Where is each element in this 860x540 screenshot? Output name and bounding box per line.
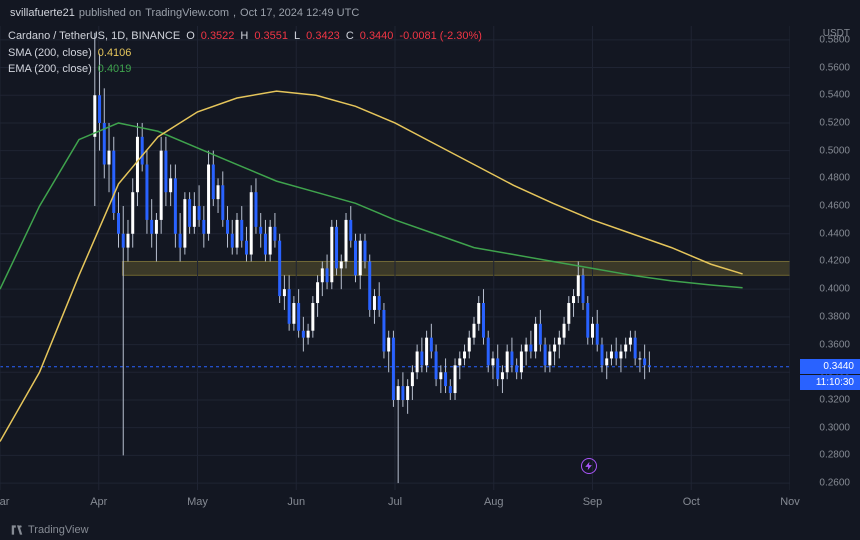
x-tick: Apr [90,496,107,508]
x-tick: Aug [484,496,504,508]
y-tick: 0.3600 [819,339,850,350]
price-tag-time: 11:10:30 [800,375,860,390]
ohlc-o-label: O [186,28,195,45]
x-tick: Jul [388,496,402,508]
ohlc-h-value: 0.3551 [254,28,288,45]
tradingview-logo-text[interactable]: TradingView [28,524,89,536]
x-tick: Nov [780,496,800,508]
y-tick: 0.3000 [819,422,850,433]
ema-value: 0.4019 [98,61,132,78]
ohlc-h-label: H [240,28,248,45]
x-tick: Mar [0,496,9,508]
ohlc-c-value: 0.3440 [360,28,394,45]
plot-area[interactable]: Cardano / TetherUS, 1D, BINANCE O0.3522 … [0,26,790,490]
ohlc-change-value: -0.0081 (-2.30%) [399,28,482,45]
y-tick: 0.5600 [819,62,850,73]
x-tick: Jun [287,496,305,508]
publish-header: svillafuerte21 published on TradingView.… [0,0,860,26]
y-tick: 0.4200 [819,256,850,267]
y-tick: 0.5200 [819,117,850,128]
y-tick: 0.5800 [819,34,850,45]
ohlc-o-value: 0.3522 [201,28,235,45]
x-axis[interactable]: MarAprMayJunJulAugSepOctNov [0,490,790,520]
symbol-label[interactable]: Cardano / TetherUS, 1D, BINANCE [8,28,180,45]
x-tick: Sep [583,496,603,508]
y-axis[interactable]: USDT 0.26000.28000.30000.32000.34000.360… [790,26,860,490]
chart-footer: TradingView [0,520,860,540]
publish-date: Oct 17, 2024 12:49 UTC [240,7,359,19]
sma-label[interactable]: SMA (200, close) [8,45,92,62]
chart-legend: Cardano / TetherUS, 1D, BINANCE O0.3522 … [8,28,482,78]
y-tick: 0.4600 [819,201,850,212]
x-tick: Oct [683,496,700,508]
y-tick: 0.2800 [819,450,850,461]
published-on-label: published on [79,7,141,19]
y-tick: 0.2600 [819,478,850,489]
y-tick: 0.4800 [819,173,850,184]
y-tick: 0.4000 [819,284,850,295]
author-name: svillafuerte21 [10,7,75,19]
lightning-icon[interactable] [581,458,597,474]
chart-area[interactable]: Cardano / TetherUS, 1D, BINANCE O0.3522 … [0,26,860,540]
ema-label[interactable]: EMA (200, close) [8,61,92,78]
ohlc-l-label: L [294,28,300,45]
y-tick: 0.5400 [819,90,850,101]
y-tick: 0.3200 [819,394,850,405]
y-tick: 0.4400 [819,228,850,239]
price-tag-last: 0.3440 [800,359,860,374]
x-tick: May [187,496,208,508]
site-name[interactable]: TradingView.com [145,7,229,19]
y-tick: 0.5000 [819,145,850,156]
plot-svg[interactable] [0,26,790,490]
tradingview-logo-icon [10,523,24,537]
sma-value: 0.4106 [98,45,132,62]
ohlc-l-value: 0.3423 [306,28,340,45]
y-tick: 0.3800 [819,311,850,322]
chart-container: svillafuerte21 published on TradingView.… [0,0,860,540]
ohlc-c-label: C [346,28,354,45]
